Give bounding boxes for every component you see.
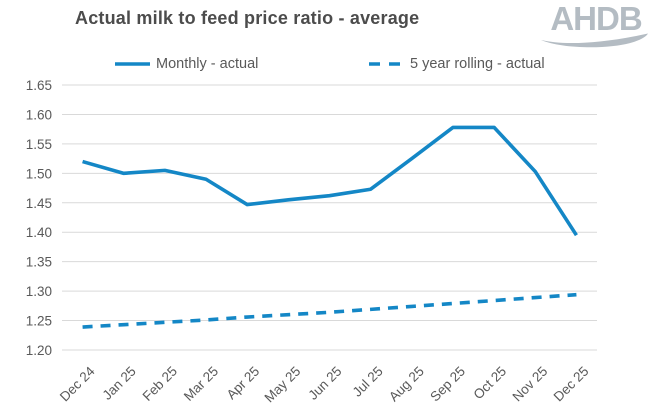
series-line-solid (82, 125, 578, 237)
x-axis-tick-label: Aug 25 (386, 364, 427, 405)
dashed-line-swatch-icon (369, 62, 404, 66)
chart-title: Actual milk to feed price ratio - averag… (75, 8, 420, 28)
y-axis-tick-label: 1.55 (26, 137, 52, 152)
ahdb-logo: AHDB (540, 2, 652, 48)
x-axis-tick-label: Jan 25 (100, 364, 139, 403)
x-axis-tick-label: May 25 (262, 364, 304, 406)
x-axis-tick-label: Apr 25 (224, 364, 263, 403)
x-axis-tick-label: Oct 25 (471, 364, 510, 403)
legend-item-rolling: 5 year rolling - actual (368, 56, 545, 72)
y-axis-tick-label: 1.20 (26, 343, 52, 358)
x-axis-tick-label: Dec 25 (551, 364, 592, 405)
y-axis-tick-label: 1.50 (26, 166, 52, 181)
legend-label-monthly: Monthly - actual (156, 56, 259, 72)
x-axis-tick-label: Sep 25 (427, 364, 468, 405)
legend-item-monthly: Monthly - actual (114, 56, 258, 72)
y-axis-tick-label: 1.65 (26, 78, 52, 93)
y-axis-tick-label: 1.40 (26, 225, 52, 240)
x-axis-tick-label: Jun 25 (305, 364, 344, 403)
solid-line-swatch-icon (115, 62, 150, 66)
x-axis-tick-label: Dec 24 (57, 363, 98, 404)
y-axis-tick-label: 1.30 (26, 284, 52, 299)
chart-legend: Monthly - actual 5 year rolling - actual (0, 56, 658, 76)
x-axis-tick-label: Mar 25 (181, 364, 221, 404)
x-axis-tick-label: Nov 25 (510, 364, 551, 405)
y-axis-tick-label: 1.60 (26, 107, 52, 122)
legend-label-rolling: 5 year rolling - actual (410, 56, 545, 72)
ahdb-logo-wave-icon (541, 33, 648, 48)
series-line-dashed (82, 292, 577, 329)
x-axis-tick-label: Jul 25 (350, 364, 386, 400)
y-axis-tick-label: 1.35 (26, 255, 52, 270)
ahdb-logo-text: AHDB (550, 0, 642, 37)
x-axis-tick-label: Feb 25 (140, 364, 180, 404)
y-axis-tick-label: 1.45 (26, 196, 52, 211)
y-axis-tick-label: 1.25 (26, 314, 52, 329)
